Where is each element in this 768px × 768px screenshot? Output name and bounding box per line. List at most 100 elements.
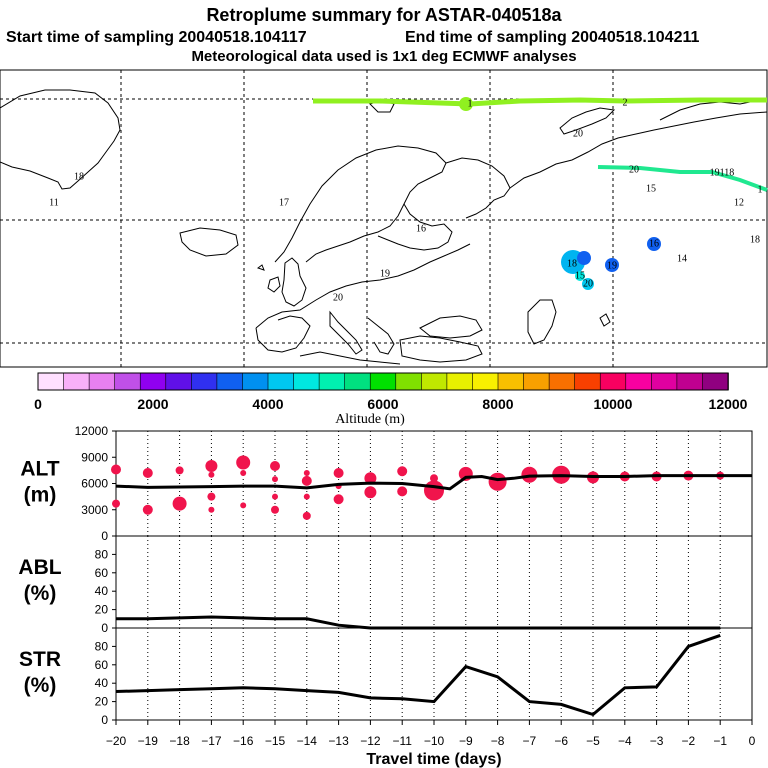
colorbar-cell bbox=[369, 372, 397, 391]
map-day-label: 14 bbox=[677, 253, 687, 264]
panel-frame bbox=[115, 627, 753, 721]
x-tick-label: −2 bbox=[682, 734, 696, 748]
met-data-note: Meteorological data used is 1x1 deg ECMW… bbox=[191, 48, 576, 65]
plume-cluster-marker bbox=[575, 271, 585, 281]
plume-cluster-marker bbox=[647, 237, 661, 251]
colorbar-cell bbox=[242, 372, 269, 391]
plume-cluster-marker bbox=[582, 278, 594, 290]
x-tick-label: −1 bbox=[713, 734, 727, 748]
colorbar-cell bbox=[523, 372, 550, 391]
colorbar-cell bbox=[497, 372, 525, 391]
map-day-label: 16 bbox=[649, 238, 659, 249]
alt-point bbox=[270, 461, 280, 471]
panel-frame bbox=[115, 535, 753, 629]
colorbar-frame bbox=[37, 372, 729, 391]
str-line bbox=[115, 633, 721, 717]
map-day-label: 18 bbox=[567, 258, 577, 269]
y-tick-label: 3000 bbox=[81, 503, 108, 517]
y-tick-label: 40 bbox=[95, 584, 109, 598]
panel-y-label: ALT bbox=[20, 458, 59, 481]
y-tick-label: 9000 bbox=[81, 450, 108, 464]
map-day-label: 18 bbox=[74, 171, 84, 182]
colorbar-cell bbox=[651, 372, 678, 391]
panel-y-label: ABL bbox=[18, 556, 61, 579]
x-tick-label: −15 bbox=[265, 734, 286, 748]
x-tick-label: −17 bbox=[201, 734, 222, 748]
abl-line bbox=[116, 615, 721, 630]
colorbar-cell bbox=[88, 372, 116, 391]
y-tick-label: 80 bbox=[95, 547, 109, 561]
colorbar-cell bbox=[114, 372, 142, 391]
x-tick-label: −3 bbox=[650, 734, 664, 748]
colorbar-cell bbox=[395, 372, 423, 391]
colorbar-cell bbox=[267, 372, 295, 391]
panel-y-label: STR bbox=[19, 648, 61, 671]
x-tick-label: −9 bbox=[459, 734, 473, 748]
x-tick-label: 0 bbox=[749, 734, 756, 748]
x-axis-label: Travel time (days) bbox=[366, 751, 501, 768]
x-tick-label: −16 bbox=[233, 734, 254, 748]
x-tick-label: −7 bbox=[523, 734, 537, 748]
x-tick-label: −12 bbox=[360, 734, 381, 748]
x-tick-label: −14 bbox=[297, 734, 318, 748]
colorbar-cell bbox=[191, 372, 218, 391]
colorbar-tick: 6000 bbox=[367, 396, 398, 412]
colorbar-cell bbox=[318, 372, 346, 391]
map-day-label: 20 bbox=[629, 164, 639, 175]
alt-point bbox=[272, 493, 278, 500]
map-day-label: 17 bbox=[279, 197, 289, 208]
x-tick-label: −18 bbox=[169, 734, 190, 748]
x-tick-label: −19 bbox=[138, 734, 159, 748]
x-tick-label: −11 bbox=[392, 734, 412, 748]
figure-title: Retroplume summary for ASTAR-040518a bbox=[206, 5, 562, 25]
colorbar-cell bbox=[625, 372, 653, 391]
map-day-label: 19118 bbox=[710, 167, 735, 178]
alt-point bbox=[111, 464, 121, 475]
y-tick-label: 60 bbox=[95, 566, 109, 580]
y-tick-label: 0 bbox=[101, 713, 108, 727]
colorbar-cell bbox=[421, 372, 448, 391]
alt-point bbox=[333, 468, 344, 478]
y-tick-label: 0 bbox=[101, 529, 108, 543]
colorbar-cell bbox=[574, 372, 602, 391]
alt-point bbox=[205, 460, 218, 472]
map-day-label: 2 bbox=[623, 97, 628, 108]
y-tick-label: 40 bbox=[95, 676, 109, 690]
x-tick-label: −5 bbox=[586, 734, 600, 748]
map-grid bbox=[0, 70, 767, 367]
x-tick-label: −4 bbox=[618, 734, 632, 748]
colorbar-cell bbox=[702, 372, 729, 391]
colorbar-tick: 4000 bbox=[252, 396, 283, 412]
alt-point bbox=[271, 505, 279, 514]
y-tick-label: 12000 bbox=[75, 424, 109, 438]
alt-point bbox=[208, 506, 215, 513]
x-tick-label: −6 bbox=[554, 734, 568, 748]
sampling-start: Start time of sampling 20040518.104117 bbox=[6, 29, 307, 46]
colorbar-tick: 0 bbox=[34, 396, 42, 412]
map-day-label: 16 bbox=[416, 223, 426, 234]
coastlines bbox=[0, 89, 768, 365]
mean-altitude-line bbox=[115, 474, 752, 491]
alt-point bbox=[364, 472, 377, 485]
colorbar-tick: 8000 bbox=[482, 396, 513, 412]
map-day-label: 1 bbox=[468, 98, 473, 109]
panel-str: 0 20 40 60 80 STR (%) bbox=[19, 627, 753, 727]
map-day-label: 20 bbox=[573, 128, 583, 139]
alt-point bbox=[303, 470, 310, 476]
colorbar-tick: 10000 bbox=[594, 396, 633, 412]
map-day-label: 18 bbox=[750, 234, 760, 245]
alt-point bbox=[208, 471, 215, 478]
y-tick-label: 80 bbox=[95, 639, 109, 653]
alt-point bbox=[236, 455, 251, 470]
map-day-label: 19 bbox=[380, 268, 390, 279]
alt-point bbox=[272, 476, 278, 483]
x-axis: −20 −19 −18 −17 −16 −15 −14 −13 −12 −11 −10 −9 −8 −7−… bbox=[106, 720, 756, 768]
colorbar-cell bbox=[548, 372, 576, 391]
colorbar-cell bbox=[344, 372, 372, 391]
plume-track-high bbox=[313, 97, 767, 107]
map-day-label: 15 bbox=[575, 270, 585, 281]
alt-point bbox=[240, 502, 247, 509]
panel-y-label: (m) bbox=[24, 484, 57, 507]
y-tick-label: 20 bbox=[95, 695, 109, 709]
colorbar-cell bbox=[676, 372, 704, 391]
